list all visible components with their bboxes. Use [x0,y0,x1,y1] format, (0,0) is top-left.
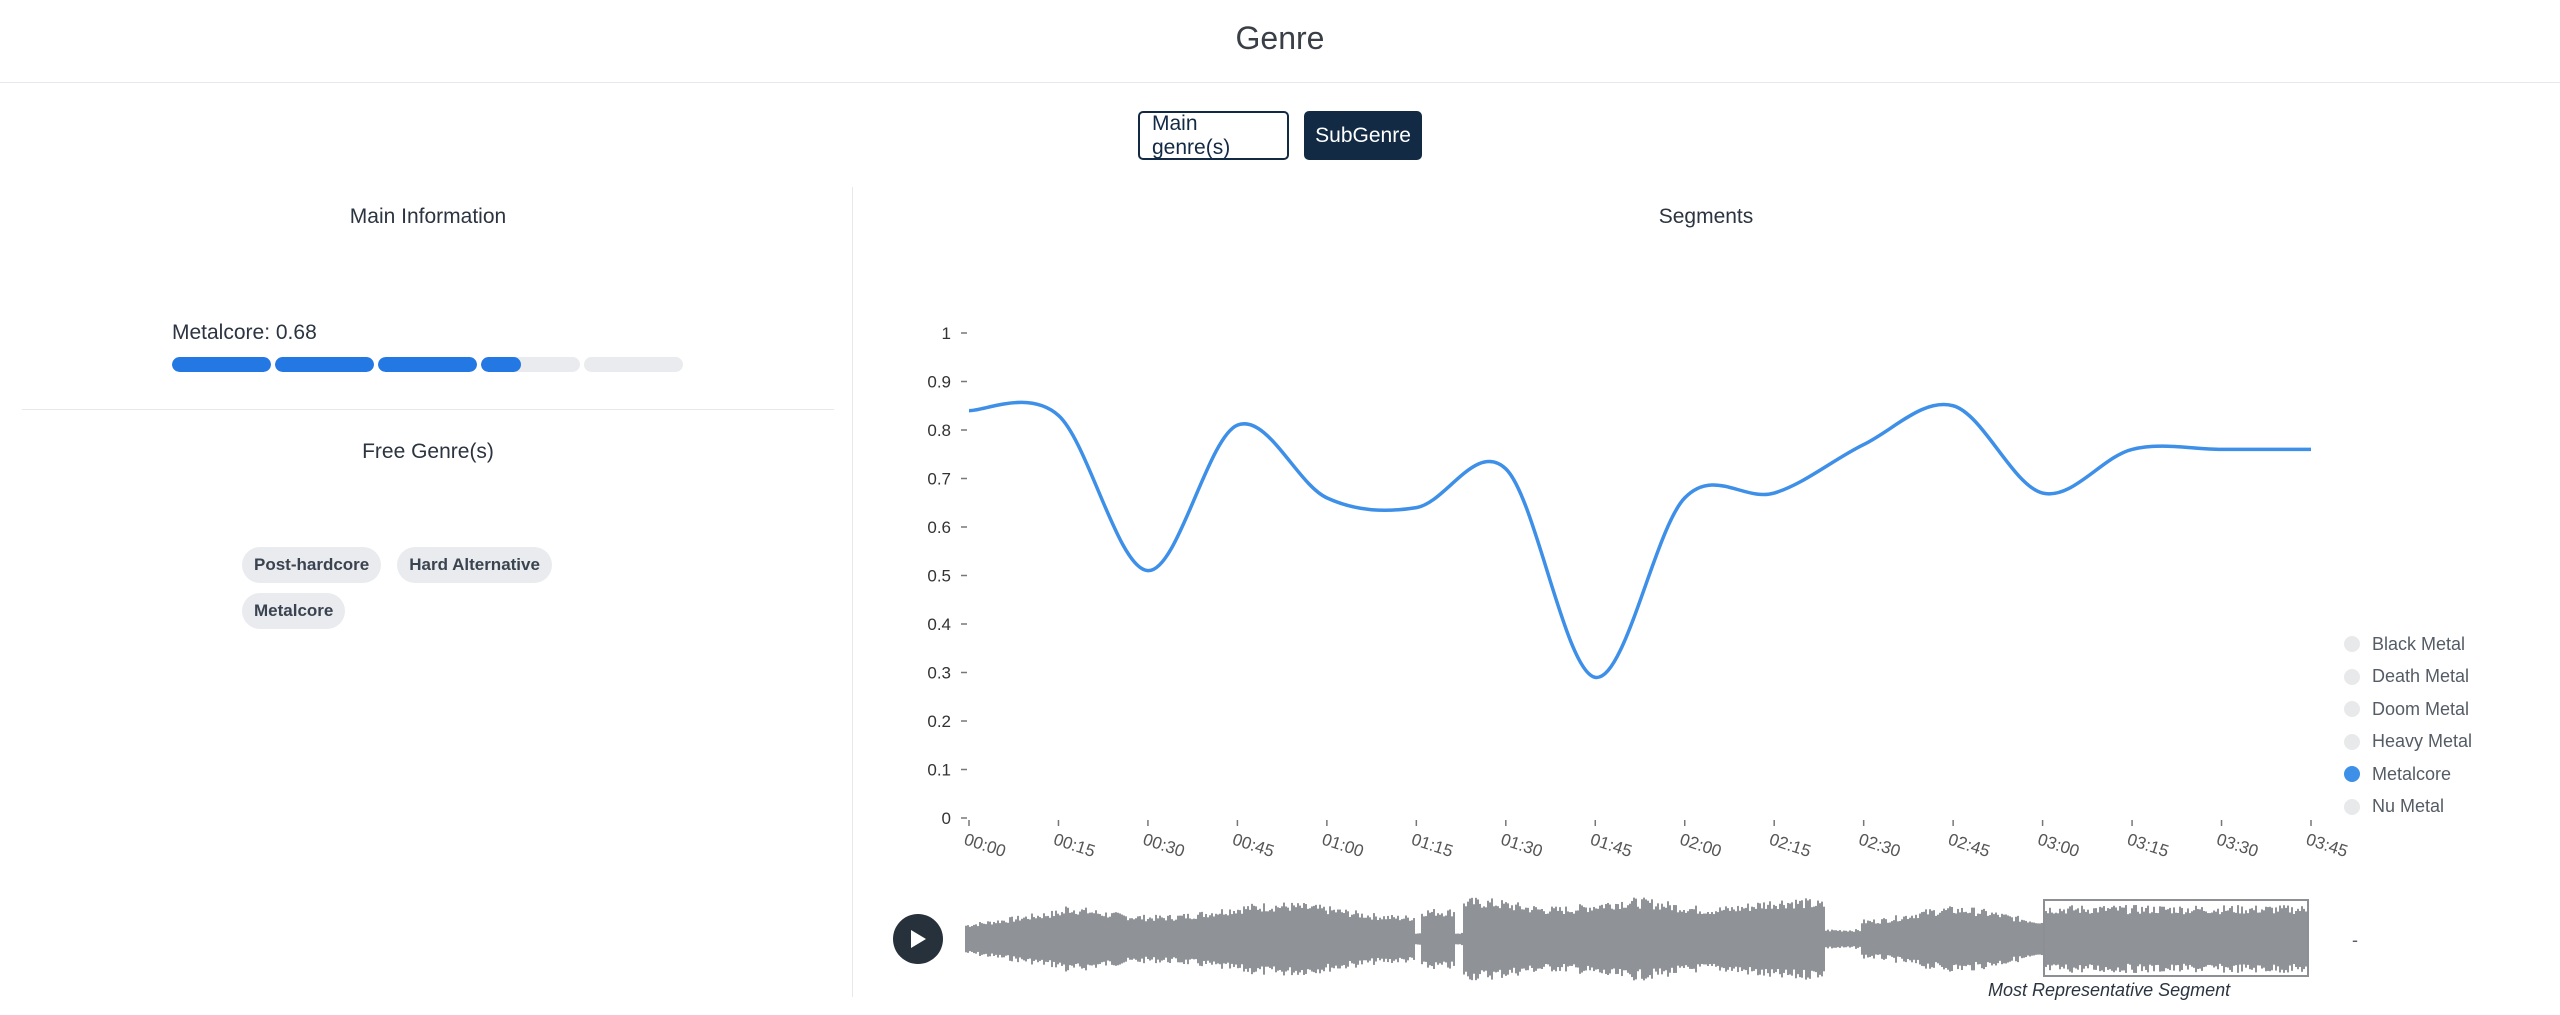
chart-legend: Black Metal Death Metal Doom Metal Heavy Me… [2344,628,2472,823]
y-tick-label: 0.5 [927,567,951,586]
legend-item[interactable]: Heavy Metal [2344,726,2472,759]
x-tick-label: 01:00 [1320,830,1366,861]
segments-title: Segments [1658,205,1754,228]
legend-label: Black Metal [2372,633,2466,654]
y-tick-label: 0.8 [927,421,951,440]
genre-chip: Hard Alternative [397,547,552,583]
y-tick-label: 0.4 [927,615,951,634]
section-divider [22,409,834,410]
y-tick-label: 0 [942,809,951,828]
legend-dot [2344,798,2360,815]
genre-chip: Metalcore [242,593,346,629]
legend-item[interactable]: Metalcore [2344,758,2472,791]
x-tick-label: 01:30 [1499,830,1545,861]
legend-dot [2344,766,2360,783]
page-title: Genre [1235,20,1325,56]
legend-dot [2344,636,2360,653]
representative-segment-caption: Most Representative Segment [1988,980,2231,1000]
x-tick-label: 03:45 [2304,830,2350,861]
x-tick-label: 03:30 [2214,830,2260,861]
score-bar-fill [378,357,477,372]
legend-item[interactable]: Death Metal [2344,661,2472,694]
audio-waveform[interactable] [965,895,2307,990]
free-genres-title: Free Genre(s) [362,440,494,463]
legend-label: Nu Metal [2372,796,2445,817]
legend-label: Doom Metal [2372,698,2470,719]
x-tick-label: 02:30 [1856,830,1902,861]
legend-item[interactable]: Black Metal [2344,628,2472,661]
x-tick-label: 00:15 [1051,830,1097,861]
y-tick-label: 0.1 [927,761,951,780]
main-info-title: Main Information [349,205,507,228]
panel-divider [852,187,853,997]
legend-item[interactable]: Nu Metal [2344,791,2472,824]
main-genre-button[interactable]: Main genre(s) [1138,111,1289,160]
legend-dot [2344,733,2360,750]
play-icon [911,930,926,948]
legend-label: Metalcore [2372,763,2452,784]
x-tick-label: 02:00 [1677,830,1723,861]
x-tick-label: 00:00 [962,830,1008,861]
y-tick-label: 0.6 [927,518,951,537]
x-tick-label: 01:45 [1588,830,1634,861]
legend-dot [2344,701,2360,718]
legend-item[interactable]: Doom Metal [2344,693,2472,726]
legend-label: Death Metal [2372,666,2470,687]
x-tick-label: 01:15 [1409,830,1455,861]
score-bar-segment [378,357,477,372]
genre-view-toggle: Main genre(s) SubGenre [1138,111,1422,160]
y-tick-label: 0.2 [927,712,951,731]
x-tick-label: 00:45 [1230,830,1276,861]
score-bar-segment [275,357,374,372]
score-bar-fill [481,357,521,372]
score-bar-segment [172,357,271,372]
x-tick-label: 03:00 [2035,830,2081,861]
x-tick-label: 00:30 [1141,830,1187,861]
y-tick-label: 0.3 [927,664,951,683]
main-info-panel: Main Information Metalcore: 0.68 Free Ge… [22,187,834,997]
score-bar-segment [584,357,683,372]
series-line-metalcore [968,400,2311,680]
y-tick-label: 0.7 [927,470,951,489]
y-tick-label: 0.9 [927,373,951,392]
legend-label: Heavy Metal [2372,731,2473,752]
y-tick-label: 1 [942,324,951,343]
subgenre-button[interactable]: SubGenre [1304,111,1422,160]
top-genre-label: Metalcore: 0.68 [172,321,317,344]
genre-chip: Post-hardcore [242,547,382,583]
score-bar-segment [481,357,580,372]
play-button[interactable] [893,914,943,964]
x-tick-label: 02:45 [1946,830,1992,861]
x-tick-label: 03:15 [2125,830,2171,861]
page-header: Genre [0,0,2560,83]
free-genre-list: Post-hardcore Hard Alternative Metalcore [242,547,602,629]
score-bar-fill [172,357,271,372]
top-genre-score-bar [172,357,683,372]
representative-segment-box [2043,899,2309,977]
legend-dot [2344,668,2360,685]
x-tick-label: 02:15 [1767,830,1813,861]
time-display: - [2352,930,2358,950]
score-bar-fill [275,357,374,372]
